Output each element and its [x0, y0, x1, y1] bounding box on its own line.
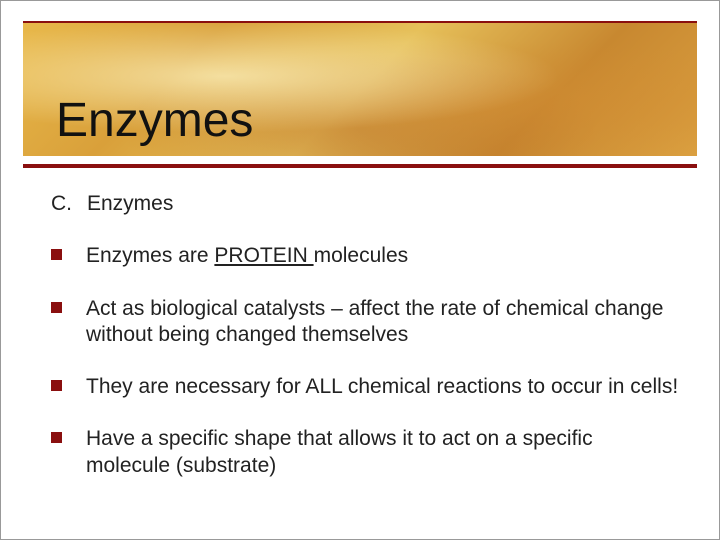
- outline-label: C.: [51, 191, 87, 217]
- slide-title: Enzymes: [56, 93, 253, 148]
- outline-heading: C. Enzymes: [51, 191, 679, 217]
- bullet-item: Act as biological catalysts – affect the…: [51, 296, 679, 349]
- slide-content: C. Enzymes Enzymes are PROTEIN molecules…: [51, 191, 679, 505]
- bullet-item: Enzymes are PROTEIN molecules: [51, 243, 679, 269]
- bullet-text: They are necessary for ALL chemical reac…: [86, 374, 679, 400]
- bullet-text: Have a specific shape that allows it to …: [86, 426, 679, 479]
- slide: Enzymes C. Enzymes Enzymes are PROTEIN m…: [0, 0, 720, 540]
- bullet-text: Act as biological catalysts – affect the…: [86, 296, 679, 349]
- square-bullet-icon: [51, 249, 62, 260]
- bullet-item: They are necessary for ALL chemical reac…: [51, 374, 679, 400]
- square-bullet-icon: [51, 380, 62, 391]
- bullet-text: Enzymes are PROTEIN molecules: [86, 243, 679, 269]
- outline-text: Enzymes: [87, 191, 173, 217]
- bullet-text-post: molecules: [314, 244, 409, 267]
- bullet-text-underlined: PROTEIN: [214, 244, 313, 267]
- square-bullet-icon: [51, 432, 62, 443]
- header-underline-rule: [23, 164, 697, 168]
- bullet-item: Have a specific shape that allows it to …: [51, 426, 679, 479]
- square-bullet-icon: [51, 302, 62, 313]
- bullet-text-pre: Enzymes are: [86, 244, 214, 267]
